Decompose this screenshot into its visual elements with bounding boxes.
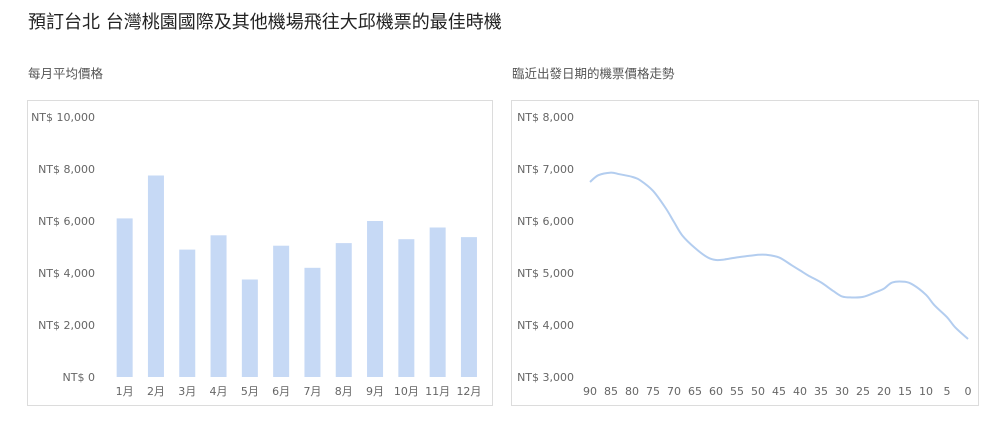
x-tick-label: 10月 (394, 385, 419, 398)
y-tick-label: NT$ 2,000 (38, 319, 95, 332)
y-tick-label: NT$ 0 (63, 371, 95, 384)
x-tick-label: 20 (877, 385, 891, 398)
y-tick-label: NT$ 3,000 (517, 371, 574, 384)
y-tick-label: NT$ 6,000 (38, 215, 95, 228)
x-tick-label: 60 (709, 385, 723, 398)
bar (116, 218, 133, 377)
bar (147, 175, 164, 377)
price-trend-line (589, 171, 969, 340)
x-tick-label: 8月 (335, 385, 353, 398)
x-tick-label: 10 (919, 385, 933, 398)
line-chart-title: 臨近出發日期的機票價格走勢 (512, 66, 675, 81)
bar (429, 227, 446, 377)
y-tick-label: NT$ 5,000 (517, 267, 574, 280)
y-tick-label: NT$ 8,000 (517, 111, 574, 124)
bar (179, 249, 196, 377)
x-tick-label: 25 (856, 385, 870, 398)
x-tick-label: 40 (793, 385, 807, 398)
bar (241, 279, 258, 377)
bar (273, 245, 290, 377)
x-tick-label: 12月 (456, 385, 481, 398)
x-tick-label: 6月 (272, 385, 290, 398)
y-tick-label: NT$ 7,000 (517, 163, 574, 176)
x-tick-label: 35 (814, 385, 828, 398)
monthly-price-bar-chart: NT$ 0 NT$ 2,000 NT$ 4,000 NT$ 6,000 NT$ 8,00… (31, 111, 481, 398)
x-tick-label: 2月 (147, 385, 165, 398)
y-tick-label: NT$ 6,000 (517, 215, 574, 228)
x-tick-label: 0 (965, 385, 972, 398)
bar (210, 235, 227, 377)
y-tick-label: NT$ 4,000 (517, 319, 574, 332)
bar-chart-title: 每月平均價格 (28, 66, 104, 81)
x-tick-label: 3月 (178, 385, 196, 398)
x-tick-label: 11月 (425, 385, 450, 398)
y-tick-label: NT$ 10,000 (31, 111, 95, 124)
price-trend-chart-panel: NT$ 3,000 NT$ 4,000 NT$ 5,000 NT$ 6,000 NT$ … (511, 100, 979, 406)
x-tick-label: 5 (944, 385, 951, 398)
x-tick-label: 15 (898, 385, 912, 398)
x-tick-label: 5月 (241, 385, 259, 398)
y-tick-label: NT$ 4,000 (38, 267, 95, 280)
bar (460, 237, 477, 377)
x-tick-label: 80 (625, 385, 639, 398)
x-tick-label: 75 (646, 385, 660, 398)
bar (398, 239, 415, 377)
x-tick-label: 30 (835, 385, 849, 398)
page-title: 預訂台北 台灣桃園國際及其他機場飛往大邱機票的最佳時機 (28, 12, 502, 33)
x-tick-label: 85 (604, 385, 618, 398)
x-tick-label: 55 (730, 385, 744, 398)
x-tick-label: 90 (583, 385, 597, 398)
monthly-price-chart-panel: NT$ 0 NT$ 2,000 NT$ 4,000 NT$ 6,000 NT$ 8,00… (27, 100, 493, 406)
x-tick-label: 70 (667, 385, 681, 398)
x-tick-label: 65 (688, 385, 702, 398)
price-trend-line-chart: NT$ 3,000 NT$ 4,000 NT$ 5,000 NT$ 6,000 NT$ … (517, 111, 972, 398)
x-tick-label: 7月 (303, 385, 321, 398)
bar (367, 221, 384, 377)
x-tick-label: 9月 (366, 385, 384, 398)
x-tick-label: 45 (772, 385, 786, 398)
x-tick-label: 50 (751, 385, 765, 398)
bar (335, 243, 352, 377)
y-tick-label: NT$ 8,000 (38, 163, 95, 176)
x-tick-label: 1月 (116, 385, 134, 398)
x-tick-label: 4月 (210, 385, 228, 398)
bar (304, 267, 321, 377)
